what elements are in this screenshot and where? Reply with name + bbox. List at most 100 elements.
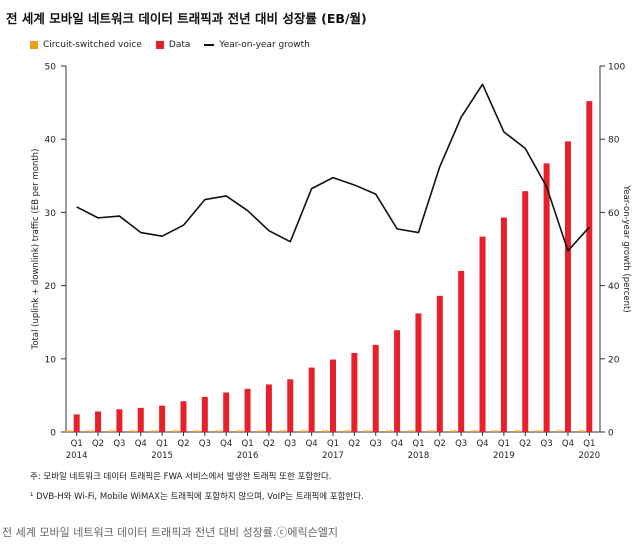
legend-label-data: Data	[168, 40, 191, 50]
y-axis-title-right: Year-on-year growth (percent)	[621, 184, 631, 312]
voice-bar	[492, 430, 499, 432]
chart-title: 전 세계 모바일 네트워크 데이터 트래픽과 전년 대비 성장률 (EB/월)	[6, 11, 367, 26]
x-tick-label: Q3	[284, 439, 296, 449]
voice-bar	[556, 430, 563, 432]
data-bar	[244, 388, 251, 432]
x-tick-label: Q3	[370, 439, 382, 449]
data-bar	[95, 411, 102, 432]
voice-bar	[108, 430, 115, 432]
note-2: ¹ DVB-H와 Wi-Fi, Mobile WiMAX는 트래픽에 포함하지 …	[30, 492, 364, 502]
y-tick-label-right: 80	[608, 136, 620, 146]
voice-bar	[364, 430, 371, 432]
voice-bar	[65, 430, 72, 432]
voice-bar	[471, 430, 478, 432]
data-bar	[564, 141, 571, 432]
x-year-label: 2019	[493, 451, 515, 461]
x-tick-label: Q2	[92, 439, 104, 449]
legend-item-data: Data	[155, 40, 191, 50]
x-tick-label: Q2	[348, 439, 360, 449]
data-bar	[586, 101, 593, 433]
x-tick-label: Q1	[498, 439, 510, 449]
data-bar	[73, 414, 80, 432]
x-tick-label: Q3	[199, 439, 211, 449]
voice-bar	[322, 430, 328, 432]
legend-item-voice: Circuit-switched voice	[30, 40, 142, 50]
data-bar	[330, 359, 336, 432]
legend-item-growth: Year-on-year growth	[204, 40, 310, 50]
y-tick-label-left: 40	[45, 136, 57, 146]
voice-bar	[87, 430, 94, 432]
x-tick-label: Q3	[113, 439, 125, 449]
voice-bar	[215, 430, 222, 432]
y-axis-title-left: Total (uplink + downlink) traffic (EB pe…	[31, 149, 41, 351]
x-tick-label: Q4	[562, 439, 574, 449]
data-bar	[500, 217, 507, 432]
voice-bar	[343, 430, 350, 432]
x-tick-label: Q1	[412, 439, 424, 449]
voice-bar	[578, 430, 585, 432]
data-bar	[458, 270, 465, 432]
x-tick-label: Q4	[306, 439, 318, 449]
x-year-label: 2020	[578, 451, 600, 461]
voice-bar	[257, 430, 264, 432]
x-year-label: 2017	[322, 451, 344, 461]
growth-line-swatch	[204, 44, 215, 46]
x-tick-label: Q2	[434, 439, 446, 449]
data-bar	[394, 330, 401, 432]
data-bar	[415, 313, 422, 432]
x-tick-label: Q1	[583, 439, 595, 449]
x-tick-label: Q4	[476, 439, 488, 449]
y-tick-label-left: 10	[45, 355, 57, 365]
x-tick-label: Q2	[177, 439, 189, 449]
x-tick-label: Q3	[541, 439, 553, 449]
voice-bar	[386, 430, 393, 432]
voice-bar	[172, 430, 179, 432]
note-1: 주: 모바일 네트워크 데이터 트래픽은 FWA 서비스에서 발생한 트래픽 또…	[30, 472, 332, 482]
x-tick-label: Q1	[242, 439, 254, 449]
x-year-label: 2014	[66, 451, 88, 461]
voice-bar	[514, 430, 521, 432]
voice-bar	[450, 430, 457, 432]
data-swatch	[155, 41, 164, 49]
y-tick-label-right: 100	[608, 63, 625, 73]
voice-bar	[428, 430, 435, 432]
y-tick-label-right: 40	[608, 282, 620, 292]
data-bar	[223, 392, 230, 432]
x-tick-label: Q1	[327, 439, 339, 449]
voice-bar	[535, 430, 542, 432]
voice-swatch	[30, 41, 38, 49]
x-tick-label: Q2	[263, 439, 275, 449]
growth-line	[76, 83, 590, 252]
x-year-label: 2016	[237, 451, 259, 461]
x-tick-label: Q2	[519, 439, 531, 449]
data-bar	[351, 352, 358, 432]
voice-bar	[193, 430, 200, 432]
data-bar	[372, 344, 379, 432]
data-bar	[287, 379, 294, 432]
y-tick-label-right: 0	[608, 429, 614, 439]
x-tick-label: Q4	[135, 439, 147, 449]
legend: Circuit-switched voice Data Year-on-year…	[30, 40, 310, 50]
x-tick-label: Q4	[391, 439, 403, 449]
y-tick-label-right: 20	[608, 355, 620, 365]
x-year-label: 2018	[408, 451, 430, 461]
legend-label-growth: Year-on-year growth	[219, 40, 310, 50]
data-bar	[201, 396, 208, 432]
data-bar	[479, 236, 486, 432]
data-bar	[522, 191, 529, 432]
data-bar	[436, 295, 443, 432]
data-bar	[543, 163, 550, 432]
y-tick-label-left: 0	[50, 429, 56, 439]
x-tick-label: Q1	[71, 439, 83, 449]
voice-bar	[236, 430, 243, 432]
y-tick-label-left: 50	[45, 63, 57, 73]
traffic-chart: 0 10 20 30 40 50 0 20 40 60 80 100 Total (uplink + d…	[31, 63, 631, 462]
y-tick-label-left: 20	[45, 282, 57, 292]
voice-bar	[407, 430, 414, 432]
voice-bar	[151, 430, 158, 432]
y-tick-label-left: 30	[45, 209, 57, 219]
data-bar	[265, 384, 272, 432]
image-caption: 전 세계 모바일 네트워크 데이터 트래픽과 전년 대비 성장률.ⓒ에릭슨엘지	[2, 526, 338, 539]
legend-label-voice: Circuit-switched voice	[43, 40, 142, 50]
y-tick-label-right: 60	[608, 209, 620, 219]
